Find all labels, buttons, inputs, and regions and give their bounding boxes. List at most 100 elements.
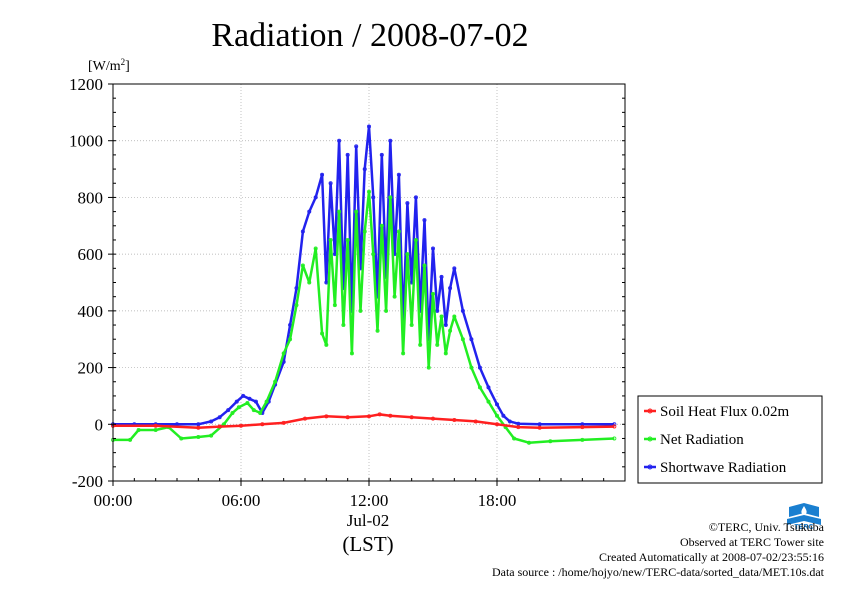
legend-marker-net: [647, 436, 653, 442]
data-point-shortwave: [241, 393, 246, 398]
data-point-soil: [324, 414, 329, 419]
credit-data-source: Data source : /home/hojyo/new/TERC-data/…: [491, 565, 824, 579]
data-point-soil: [452, 418, 457, 423]
data-point-net: [469, 365, 474, 370]
data-point-net: [179, 436, 184, 441]
plot-area: 00:00 06:00 12:00 18:00 -200 0 200 400 600 800 10…: [69, 75, 626, 510]
data-point-net: [527, 440, 532, 445]
y-tick-label: 200: [78, 359, 104, 378]
data-point-shortwave: [430, 246, 435, 251]
data-point-shortwave: [247, 396, 252, 401]
data-point-net: [612, 436, 617, 441]
data-point-shortwave: [234, 399, 239, 404]
series-line-shortwave: [113, 125, 615, 426]
data-point-shortwave: [209, 419, 214, 424]
terc-logo: TERC: [783, 503, 825, 533]
data-point-shortwave: [388, 138, 393, 143]
data-point-soil: [494, 422, 499, 427]
x-axis-label: (LST): [342, 532, 393, 556]
data-point-net: [337, 209, 342, 214]
data-point-net: [258, 410, 263, 415]
data-point-net: [320, 331, 325, 336]
data-point-shortwave: [345, 152, 350, 157]
data-point-soil: [366, 414, 371, 419]
data-point-net: [153, 427, 158, 432]
data-point-net: [494, 413, 499, 418]
terc-logo-text: TERC: [794, 524, 814, 531]
data-point-net: [366, 189, 371, 194]
data-point-soil: [430, 416, 435, 421]
data-point-shortwave: [448, 286, 453, 291]
data-point-shortwave: [362, 167, 367, 172]
data-point-net: [307, 280, 312, 285]
data-point-shortwave: [501, 413, 506, 418]
data-point-net: [371, 252, 376, 257]
credit-observed: Observed at TERC Tower site: [679, 535, 824, 549]
data-point-net: [405, 252, 410, 257]
data-point-net: [332, 303, 337, 308]
data-point-net: [448, 328, 453, 333]
legend: Soil Heat Flux 0.02m Net Radiation Shortwa…: [637, 395, 823, 484]
data-point-shortwave: [469, 337, 474, 342]
data-point-soil: [612, 424, 617, 429]
data-point-soil: [409, 415, 414, 420]
data-point-soil: [473, 419, 478, 424]
data-point-shortwave: [460, 308, 465, 313]
data-point-shortwave: [217, 415, 222, 420]
data-point-net: [439, 314, 444, 319]
data-point-shortwave: [300, 229, 305, 234]
data-point-soil: [281, 420, 286, 425]
data-point-shortwave: [422, 218, 427, 223]
legend-label-net: Net Radiation: [660, 432, 744, 448]
data-point-soil: [196, 425, 201, 430]
data-point-net: [345, 237, 350, 242]
credit-created: Created Automatically at 2008-07-02/23:5…: [599, 550, 824, 564]
data-point-net: [460, 337, 465, 342]
data-point-net: [418, 342, 423, 347]
x-axis-date-label: Jul-02: [347, 511, 390, 530]
data-point-net: [362, 229, 367, 234]
data-point-soil: [377, 412, 382, 417]
x-tick-label: 18:00: [478, 491, 517, 510]
data-point-soil: [238, 423, 243, 428]
data-point-soil: [217, 424, 222, 429]
data-point-shortwave: [253, 399, 258, 404]
data-point-net: [294, 303, 299, 308]
data-point-net: [548, 439, 553, 444]
y-axis-ticks: -200 0 200 400 600 800 1000 1200: [69, 75, 625, 491]
data-point-net: [435, 342, 440, 347]
data-point-shortwave: [439, 274, 444, 279]
data-point-shortwave: [313, 195, 318, 200]
data-point-net: [354, 209, 359, 214]
data-point-net: [251, 408, 256, 413]
series-group: [111, 124, 617, 445]
data-point-net: [281, 351, 286, 356]
data-point-net: [486, 399, 491, 404]
data-point-net: [379, 223, 384, 228]
data-point-net: [512, 436, 517, 441]
data-point-net: [477, 385, 482, 390]
legend-marker-soil: [647, 408, 653, 414]
data-point-soil: [260, 422, 265, 427]
data-point-net: [273, 379, 278, 384]
data-point-soil: [302, 416, 307, 421]
series-line-soil: [113, 413, 615, 429]
data-point-net: [230, 410, 235, 415]
data-point-shortwave: [379, 152, 384, 157]
x-tick-label: 00:00: [94, 491, 133, 510]
data-point-net: [409, 323, 414, 328]
data-point-shortwave: [307, 209, 312, 214]
credit-copyright: ©TERC, Univ. Tsukuba: [708, 520, 824, 534]
data-point-soil: [345, 415, 350, 420]
data-point-soil: [580, 425, 585, 430]
data-point-net: [341, 323, 346, 328]
data-point-shortwave: [396, 172, 401, 177]
data-point-net: [388, 195, 393, 200]
data-point-shortwave: [494, 402, 499, 407]
y-tick-label: 0: [95, 415, 104, 434]
data-point-net: [264, 399, 269, 404]
data-point-shortwave: [320, 172, 325, 177]
data-point-shortwave: [507, 419, 512, 424]
data-point-net: [209, 433, 214, 438]
